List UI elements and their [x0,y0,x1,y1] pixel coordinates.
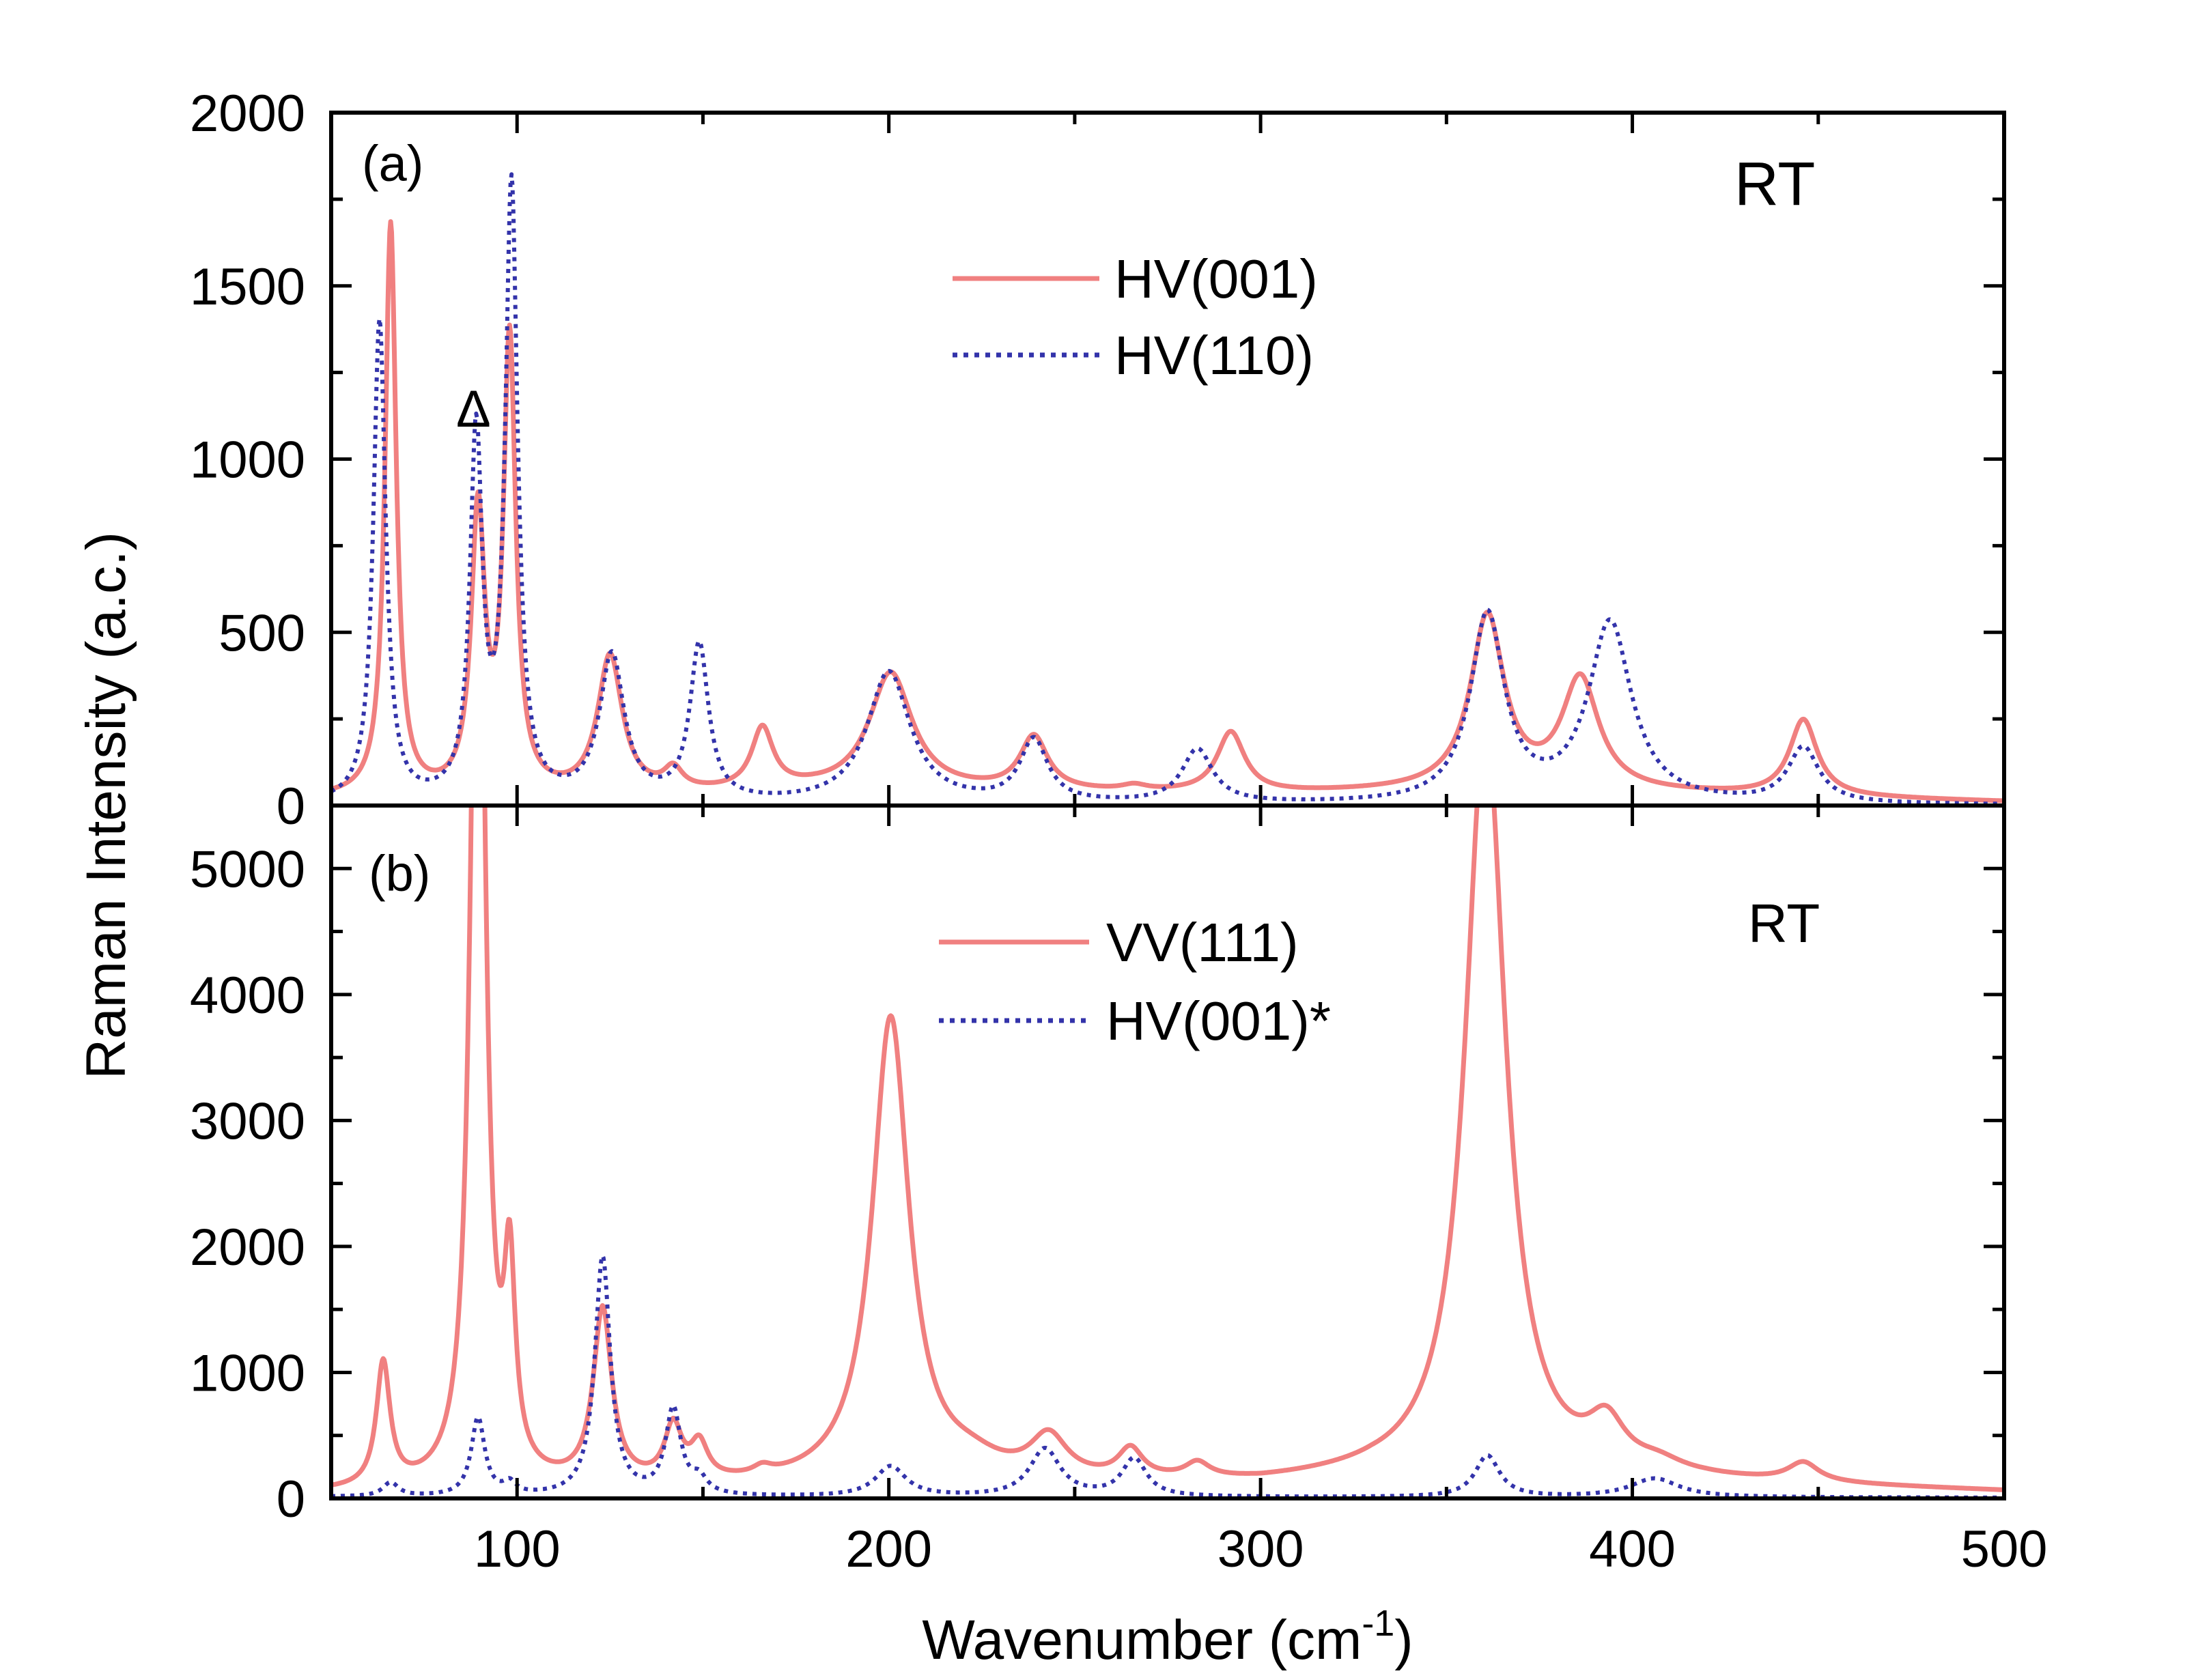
x-axis-title-main: Wavenumber (cm [922,1609,1362,1671]
panel-b: 0 1000 2000 3000 4000 5000 100 200 300 400 500 (b)… [190,803,2048,1578]
panel-a-legend: HV(001) HV(110) [953,248,1318,386]
legend-label-hv110: HV(110) [1114,325,1314,386]
y-tick-label: 1000 [190,1344,305,1402]
x-tick-label: 100 [474,1520,561,1578]
panel-a-series-group [331,172,2004,806]
panel-b-plot-area [331,806,2004,1498]
x-tick-label: 500 [1961,1520,2048,1578]
series-line-vv111 [331,806,2004,1492]
panel-b-ticks: 0 1000 2000 3000 4000 5000 100 200 300 400 500 [190,803,2048,1578]
y-tick-label: 4000 [190,967,305,1025]
panel-b-series-group [331,806,2004,1498]
panel-a-ticks: 0 500 1000 1500 2000 [190,85,2006,836]
x-tick-label: 300 [1217,1520,1304,1578]
panel-b-frame [329,803,2006,1500]
panel-a-delta-annotation: Δ [456,380,491,438]
panel-b-rt-label: RT [1748,893,1820,954]
y-tick-label: 1500 [190,258,305,316]
panel-a-plot-area [331,172,2004,806]
panel-a-label: (a) [362,135,423,192]
series-line-hv001 [331,1253,2004,1498]
legend-label-hv001: HV(001) [1114,248,1318,309]
y-tick-label: 0 [277,778,305,836]
x-axis-title: Wavenumber (cm-1) [922,1603,1413,1671]
y-axis-title: Raman Intensity (a.c.) [75,532,137,1079]
y-tick-label: 0 [277,1470,305,1528]
y-tick-label: 500 [219,604,305,662]
panel-b-legend: VV(111) HV(001)* [939,912,1331,1051]
x-tick-label: 200 [845,1520,932,1578]
y-tick-label: 2000 [190,85,305,143]
y-tick-label: 3000 [190,1092,305,1150]
x-tick-label: 400 [1589,1520,1676,1578]
panel-a-rt-label: RT [1734,150,1815,218]
legend-label-vv111: VV(111) [1106,912,1299,973]
x-axis-title-exponent: -1 [1362,1603,1394,1644]
legend-label-hv001-star: HV(001)* [1106,991,1331,1051]
x-axis-title-close: ) [1394,1609,1413,1671]
y-tick-label: 2000 [190,1219,305,1277]
series-line-hv110 [331,172,2004,806]
y-tick-label: 1000 [190,431,305,489]
y-tick-label: 5000 [190,840,305,898]
panel-b-label: (b) [369,845,430,902]
panel-a: 0 500 1000 1500 2000 (a) RT Δ HV(001) HV(110… [190,85,2006,836]
